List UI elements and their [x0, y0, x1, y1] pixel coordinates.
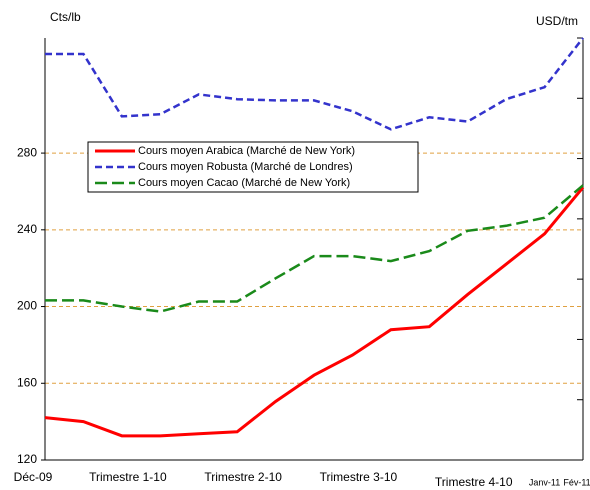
legend-label: Cours moyen Robusta (Marché de Londres) [138, 161, 353, 173]
x-tick-label: Trimestre 2-10 [204, 470, 282, 484]
series-line [45, 37, 584, 131]
y-tick-label: 240 [17, 222, 37, 236]
x-tick-label: Trimestre 1-10 [89, 470, 167, 484]
legend: Cours moyen Arabica (Marché de New York)… [87, 141, 419, 193]
series-line [44, 186, 585, 438]
legend-box [87, 141, 419, 193]
x-tick-label: Janv-11 [529, 477, 560, 487]
plot-area [45, 38, 583, 460]
legend-label: Cours moyen Arabica (Marché de New York) [138, 145, 355, 157]
y2-axis-label: USD/tm [536, 14, 578, 28]
y-tick-label: 120 [17, 452, 37, 466]
x-tick-label: Fév-11 [563, 477, 590, 487]
y-tick-label: 200 [17, 299, 37, 313]
legend-label: Cours moyen Cacao (Marché de New York) [138, 177, 350, 189]
y-axis-label: Cts/lb [50, 10, 81, 24]
series-line [45, 184, 584, 313]
y-tick-label: 280 [17, 145, 37, 159]
x-tick-label: Trimestre 3-10 [320, 470, 398, 484]
x-tick-label: Trimestre 4-10 [435, 475, 513, 489]
y-tick-label: 160 [17, 375, 37, 389]
x-tick-label: Déc-09 [14, 470, 53, 484]
